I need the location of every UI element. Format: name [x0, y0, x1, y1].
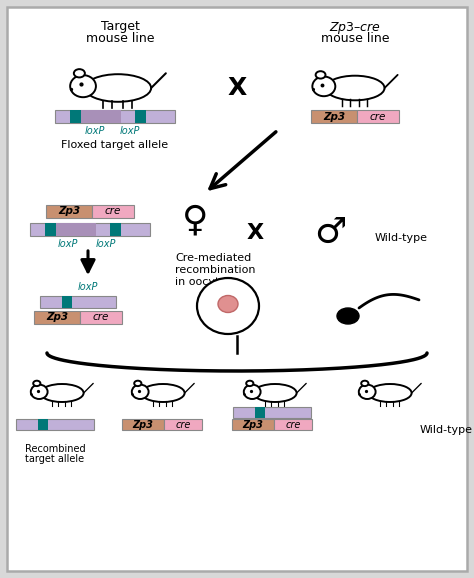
Bar	[62, 296, 72, 308]
Ellipse shape	[312, 76, 335, 96]
Text: in oocytes: in oocytes	[175, 277, 232, 287]
Bar	[255, 407, 265, 418]
Text: Zp3: Zp3	[46, 313, 68, 323]
Text: loxP: loxP	[85, 126, 105, 136]
Ellipse shape	[132, 384, 149, 399]
Ellipse shape	[254, 384, 297, 402]
Bar	[80, 311, 122, 324]
Ellipse shape	[326, 76, 384, 101]
Bar	[233, 407, 311, 418]
Text: ♀: ♀	[182, 203, 208, 237]
Text: cre: cre	[93, 313, 109, 323]
Bar	[38, 419, 48, 430]
Bar	[81, 110, 121, 123]
Bar	[232, 419, 273, 430]
Text: cre: cre	[175, 420, 191, 429]
Text: Zp3: Zp3	[58, 206, 80, 217]
Ellipse shape	[246, 381, 254, 386]
Text: Zp3: Zp3	[242, 420, 263, 429]
Text: mouse line: mouse line	[321, 32, 389, 45]
Text: target allele: target allele	[26, 454, 84, 464]
Text: cre: cre	[370, 112, 386, 121]
Ellipse shape	[368, 384, 411, 402]
Text: Zp3: Zp3	[132, 420, 153, 429]
Ellipse shape	[31, 384, 47, 399]
Ellipse shape	[33, 381, 40, 386]
Ellipse shape	[244, 384, 261, 399]
Bar	[34, 311, 80, 324]
Bar	[164, 419, 202, 430]
Bar	[273, 419, 312, 430]
Text: Target: Target	[100, 20, 139, 33]
Ellipse shape	[85, 74, 151, 102]
Text: Wild-type: Wild-type	[420, 425, 473, 435]
Bar	[46, 205, 92, 218]
Ellipse shape	[218, 295, 238, 313]
Text: loxP: loxP	[120, 126, 140, 136]
Ellipse shape	[134, 381, 141, 386]
Text: cre: cre	[285, 420, 301, 429]
Bar	[92, 205, 134, 218]
Ellipse shape	[359, 384, 375, 399]
Text: mouse line: mouse line	[86, 32, 154, 45]
Bar	[30, 223, 150, 236]
Text: $Zp3$–$cre$: $Zp3$–$cre$	[329, 20, 381, 36]
Text: Cre-mediated: Cre-mediated	[175, 253, 251, 263]
Text: ♂: ♂	[314, 216, 346, 250]
Ellipse shape	[361, 381, 368, 386]
Bar	[311, 110, 357, 123]
Ellipse shape	[70, 75, 96, 97]
Text: Wild-type: Wild-type	[375, 233, 428, 243]
Ellipse shape	[197, 278, 259, 334]
Bar	[56, 223, 96, 236]
Text: loxP: loxP	[78, 282, 98, 292]
Text: loxP: loxP	[96, 239, 116, 249]
Bar	[135, 110, 146, 123]
Ellipse shape	[141, 384, 184, 402]
Text: X: X	[228, 76, 246, 100]
Bar	[357, 110, 399, 123]
Text: X: X	[246, 223, 264, 243]
Text: cre: cre	[105, 206, 121, 217]
Bar	[122, 419, 164, 430]
Bar	[55, 110, 175, 123]
Bar	[45, 223, 56, 236]
Text: loxP: loxP	[58, 239, 78, 249]
Text: Recombined: Recombined	[25, 444, 85, 454]
Ellipse shape	[40, 384, 83, 402]
Bar	[16, 419, 94, 430]
Ellipse shape	[74, 69, 85, 77]
Text: Floxed target allele: Floxed target allele	[62, 140, 169, 150]
Text: recombination: recombination	[175, 265, 255, 275]
Text: Zp3: Zp3	[323, 112, 345, 121]
Bar	[40, 296, 116, 308]
Bar	[70, 110, 81, 123]
Ellipse shape	[337, 308, 359, 324]
Bar	[110, 223, 121, 236]
Ellipse shape	[316, 71, 326, 79]
